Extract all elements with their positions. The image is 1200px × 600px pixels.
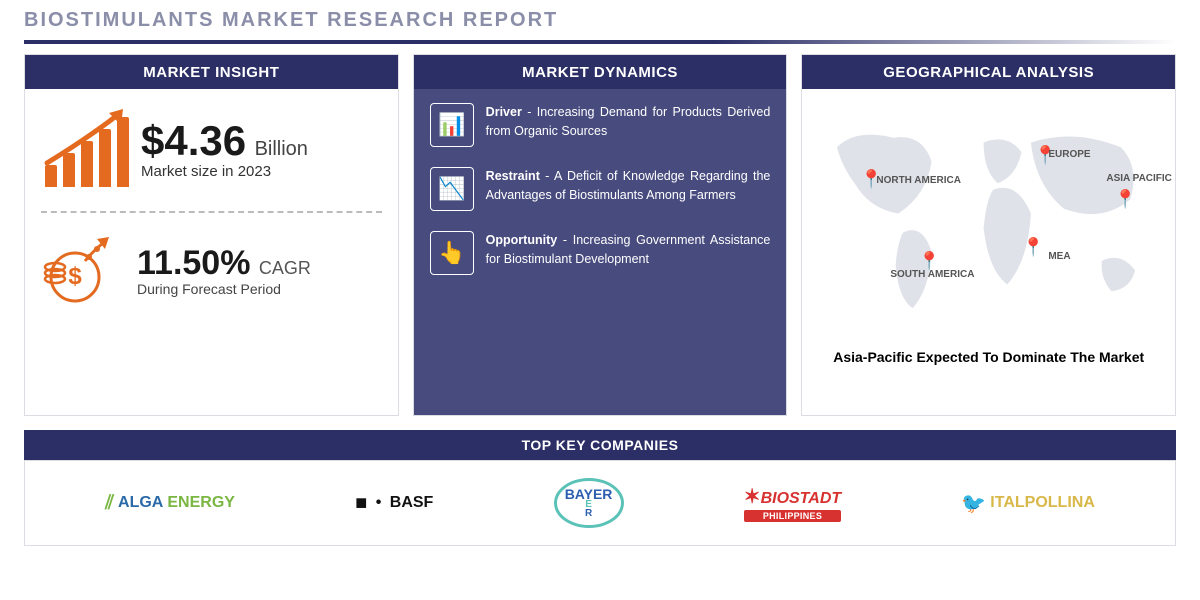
biostadt-sub: PHILIPPINES: [744, 510, 841, 522]
cagr-value: 11.50%: [137, 244, 250, 282]
region-label: EUROPE: [1048, 149, 1090, 160]
title-divider: [24, 40, 1176, 44]
star-icon: ✶: [744, 486, 761, 508]
region-label: SOUTH AMERICA: [890, 269, 974, 280]
chart-down-icon: 📉: [430, 167, 474, 211]
growth-bar-chart-icon: [41, 103, 131, 193]
infographic-root: BIOSTIMULANTS MARKET RESEARCH REPORT MAR…: [0, 0, 1200, 600]
company-algaenergy: ⫽ ALGAENERGY: [105, 492, 235, 515]
market-dynamics-panel: MARKET DYNAMICS 📊 Driver - Increasing De…: [413, 54, 788, 416]
square-icon: ■: [355, 492, 367, 515]
dynamics-body: 📊 Driver - Increasing Demand for Product…: [414, 89, 787, 415]
cagr-subtitle: During Forecast Period: [137, 281, 311, 297]
insight-body: $4.36 Billion Market size in 2023 $: [25, 89, 398, 415]
opportunity-icon: 👆: [430, 231, 474, 275]
dynamics-driver: 📊 Driver - Increasing Demand for Product…: [430, 103, 771, 147]
cagr-block: $ 11.50% CAGR During Forecast Period: [41, 231, 382, 309]
market-size-subtitle: Market size in 2023: [141, 163, 308, 180]
coin-growth-icon: $: [41, 231, 119, 309]
chart-up-icon: 📊: [430, 103, 474, 147]
company-italpollina: 🐦ITALPOLLINA: [961, 491, 1094, 516]
region-label: ASIA PACIFIC: [1106, 173, 1172, 184]
market-size-value: $4.36: [141, 117, 246, 164]
map-pin-icon: 📍: [1022, 237, 1044, 258]
geo-dominance-note: Asia-Pacific Expected To Dominate The Ma…: [818, 349, 1159, 365]
report-title: BIOSTIMULANTS MARKET RESEARCH REPORT: [24, 9, 558, 32]
market-size-block: $4.36 Billion Market size in 2023: [41, 103, 382, 193]
region-label: NORTH AMERICA: [876, 175, 961, 186]
main-grid: MARKET INSIGHT: [24, 54, 1176, 416]
bars-icon: [45, 117, 129, 187]
company-basf: ■ • BASF: [355, 492, 433, 515]
map-pin-icon: 📍: [1114, 189, 1136, 210]
driver-text: Driver - Increasing Demand for Products …: [486, 103, 771, 147]
opportunity-text: Opportunity - Increasing Government Assi…: [486, 231, 771, 275]
dashed-divider: [41, 211, 382, 213]
svg-text:$: $: [68, 263, 82, 290]
restraint-text: Restraint - A Deficit of Knowledge Regar…: [486, 167, 771, 211]
market-insight-panel: MARKET INSIGHT: [24, 54, 399, 416]
panel-header-insight: MARKET INSIGHT: [25, 55, 398, 89]
geo-analysis-panel: GEOGRAPHICAL ANALYSIS 📍NORTH AMERIC: [801, 54, 1176, 416]
bird-icon: 🐦: [961, 491, 986, 516]
cagr-text: 11.50% CAGR During Forecast Period: [137, 244, 311, 297]
title-bar: BIOSTIMULANTS MARKET RESEARCH REPORT: [24, 0, 1176, 40]
leaf-icon: ⫽: [105, 492, 114, 515]
company-biostadt: ✶BIOSTADT PHILIPPINES: [744, 484, 841, 522]
dynamics-opportunity: 👆 Opportunity - Increasing Government As…: [430, 231, 771, 275]
company-bayer: BAYER E R: [554, 478, 624, 528]
panel-header-dynamics: MARKET DYNAMICS: [414, 55, 787, 89]
market-size-unit: Billion: [255, 138, 308, 160]
dynamics-restraint: 📉 Restraint - A Deficit of Knowledge Reg…: [430, 167, 771, 211]
companies-body: ⫽ ALGAENERGY ■ • BASF BAYER E R ✶BIOSTAD…: [24, 460, 1176, 546]
cagr-unit: CAGR: [259, 258, 311, 278]
panel-header-geo: GEOGRAPHICAL ANALYSIS: [802, 55, 1175, 89]
world-map: 📍NORTH AMERICA📍EUROPE📍ASIA PACIFIC📍SOUTH…: [818, 103, 1159, 343]
world-map-svg: [818, 103, 1159, 343]
top-companies-panel: TOP KEY COMPANIES ⫽ ALGAENERGY ■ • BASF …: [24, 430, 1176, 546]
panel-header-companies: TOP KEY COMPANIES: [24, 430, 1176, 460]
market-size-text: $4.36 Billion Market size in 2023: [141, 117, 308, 180]
region-label: MEA: [1048, 251, 1070, 262]
geo-body: 📍NORTH AMERICA📍EUROPE📍ASIA PACIFIC📍SOUTH…: [802, 89, 1175, 415]
